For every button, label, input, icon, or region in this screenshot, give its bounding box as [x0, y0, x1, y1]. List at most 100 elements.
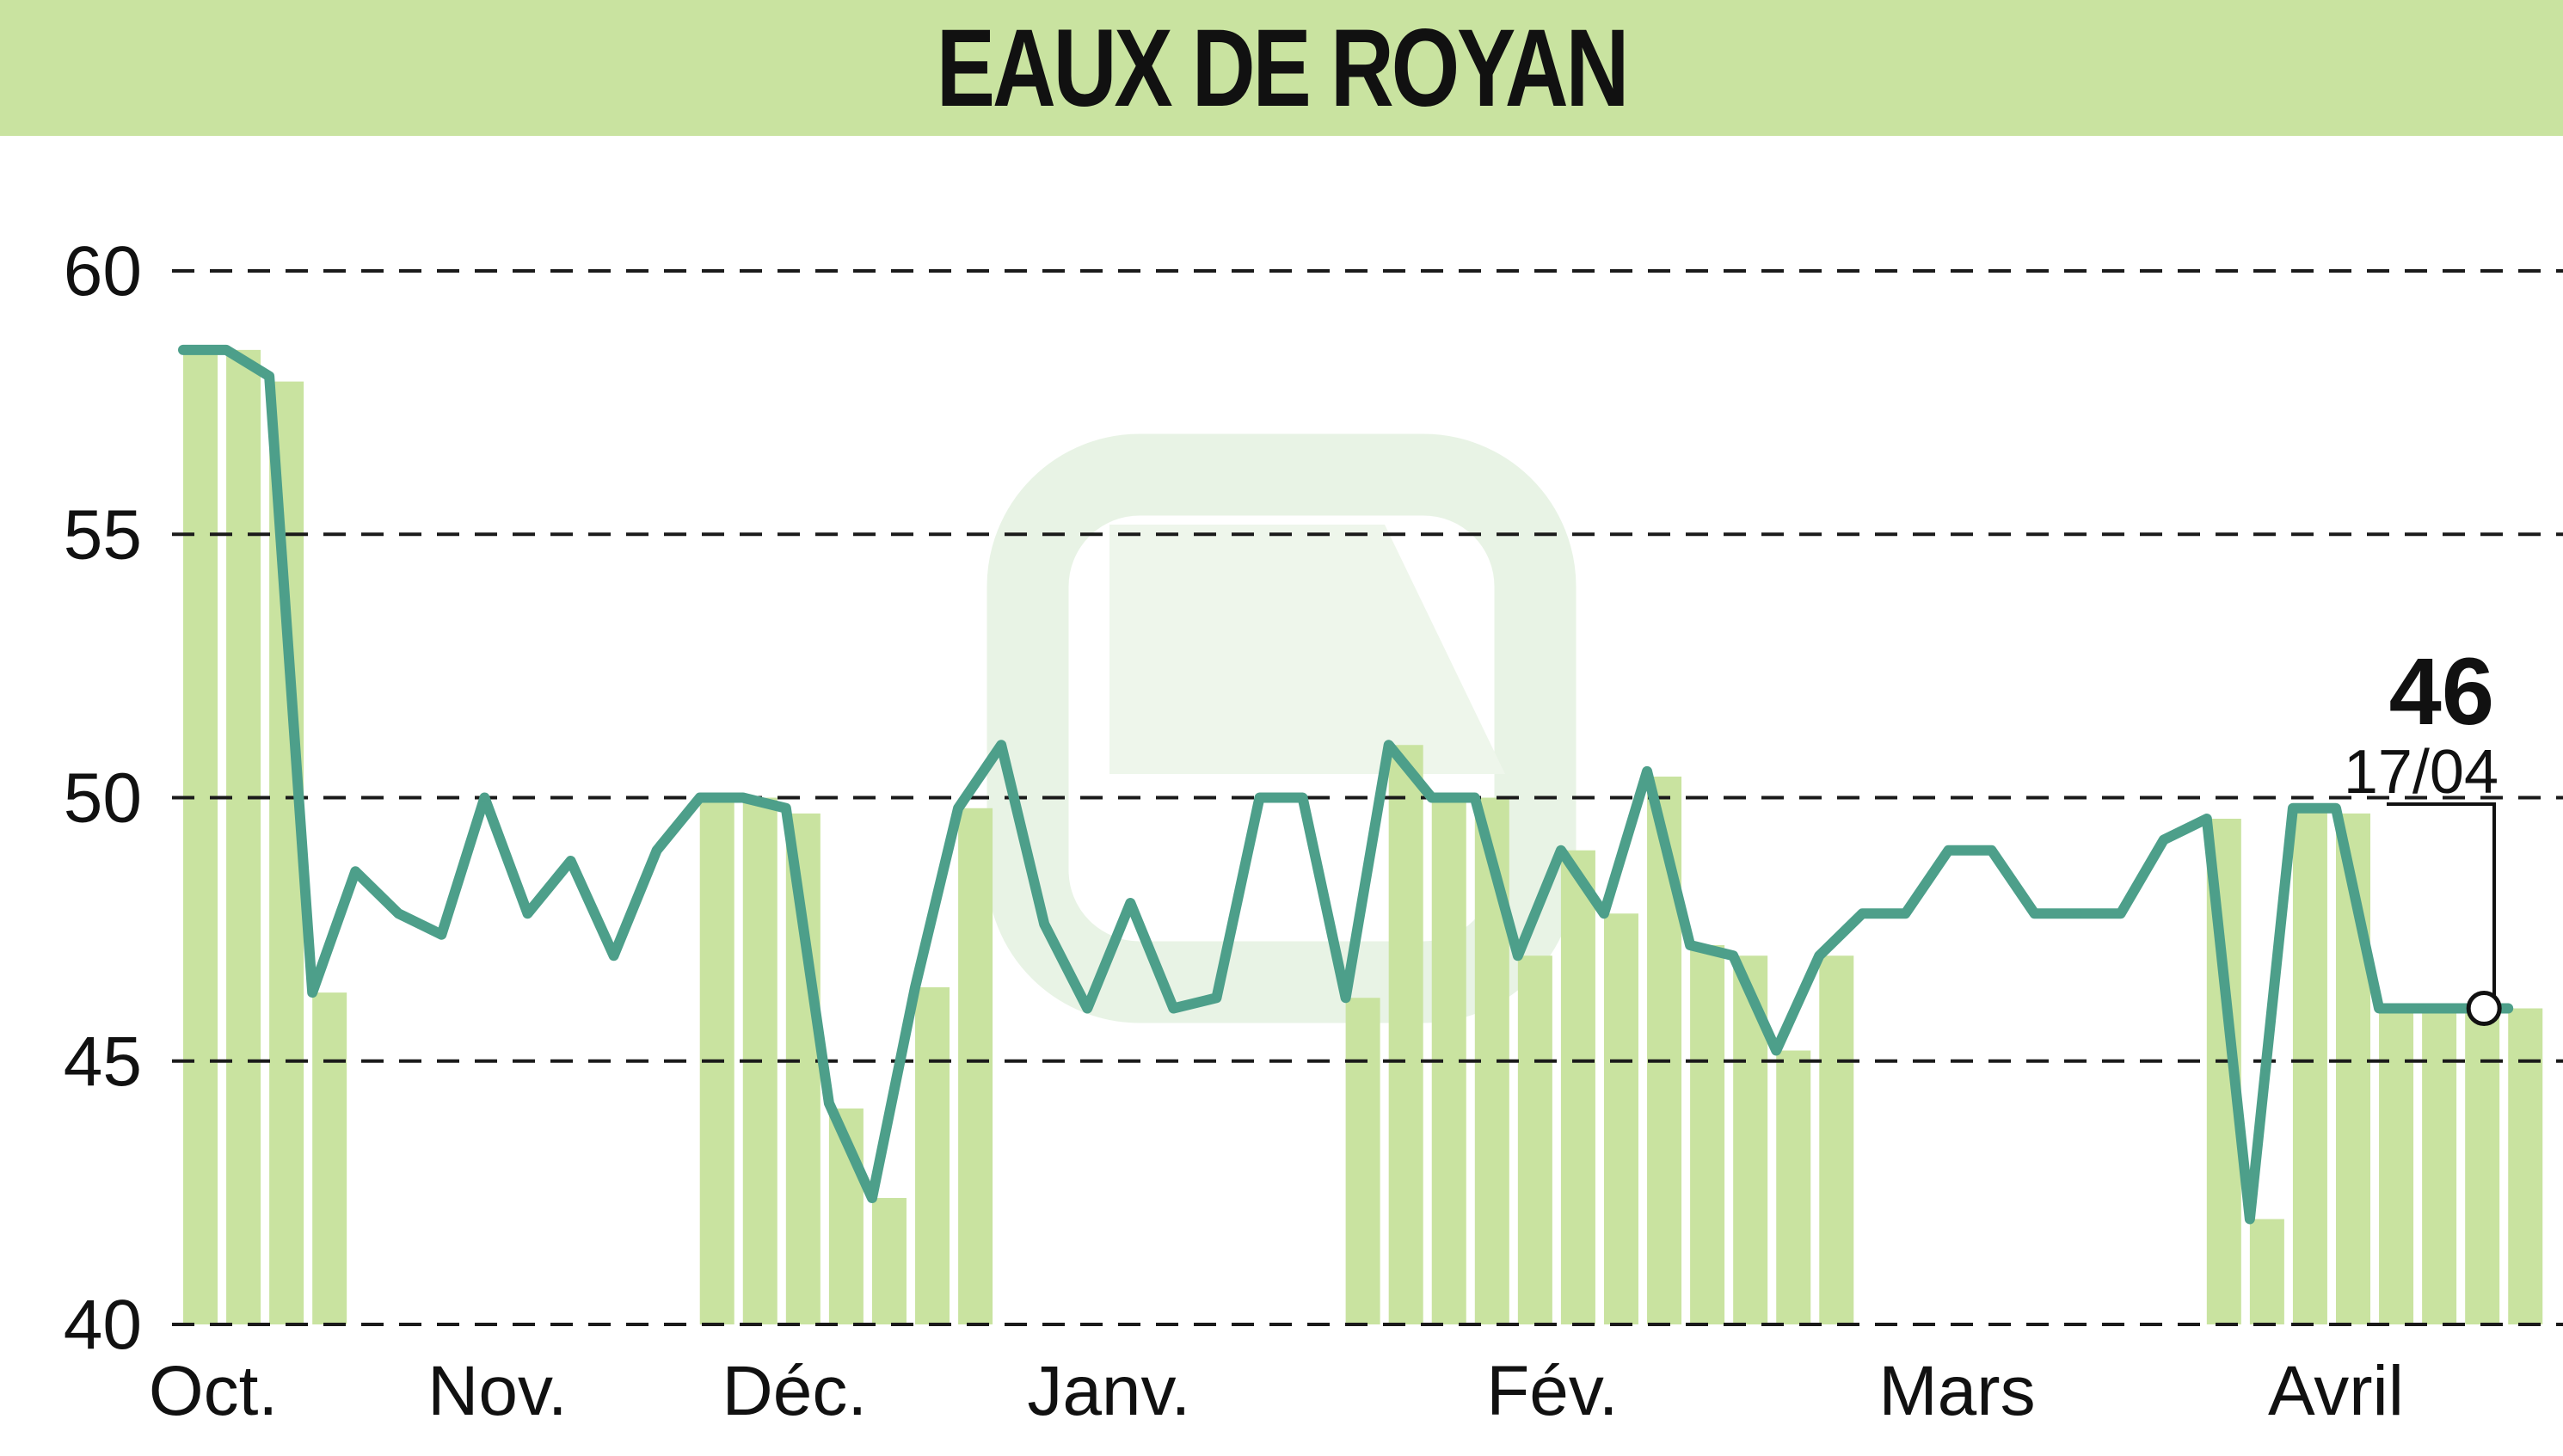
- volume-bar: [2465, 1008, 2500, 1324]
- watermark-frame: [986, 433, 1577, 1023]
- data-point: [2288, 803, 2297, 813]
- y-tick-label: 40: [64, 1286, 142, 1364]
- data-point: [222, 345, 231, 354]
- x-tick-label: Avril: [2268, 1352, 2404, 1430]
- x-tick-label: Nov.: [427, 1352, 568, 1430]
- data-point: [1298, 793, 1307, 802]
- data-point: [1556, 845, 1565, 855]
- data-point: [2116, 909, 2125, 918]
- data-point: [265, 372, 274, 381]
- data-point: [179, 345, 187, 354]
- volume-bar: [1603, 913, 1638, 1324]
- volume-bar: [1560, 850, 1595, 1324]
- data-point: [523, 909, 532, 918]
- data-point: [2245, 1214, 2254, 1224]
- price-series: [178, 344, 2514, 1225]
- data-point: [954, 803, 963, 813]
- watermark-shape: [1109, 525, 1505, 774]
- data-point: [652, 845, 661, 855]
- volume-bar: [2379, 1008, 2414, 1324]
- data-point: [695, 793, 704, 802]
- data-point: [351, 867, 360, 876]
- volume-bar: [1345, 998, 1380, 1324]
- volume-bar: [2508, 1008, 2543, 1324]
- data-point: [2332, 803, 2340, 813]
- data-point: [1858, 909, 1867, 918]
- data-point: [867, 1194, 876, 1202]
- data-point: [1686, 941, 1695, 949]
- y-tick-label: 60: [64, 232, 142, 310]
- y-tick-label: 50: [64, 759, 142, 838]
- data-point: [1772, 1046, 1781, 1055]
- volume-bar: [915, 987, 950, 1324]
- data-point: [2073, 909, 2082, 918]
- y-tick-label: 55: [64, 495, 142, 574]
- chart-title: EAUX DE ROYAN: [936, 6, 1630, 130]
- x-tick-label: Oct.: [149, 1352, 278, 1430]
- data-point: [1040, 919, 1049, 929]
- title-bar: [0, 0, 2563, 136]
- data-point: [1815, 951, 1824, 961]
- data-point: [1901, 909, 1910, 918]
- y-tick-label: 45: [64, 1023, 142, 1101]
- data-point: [1643, 766, 1652, 776]
- x-axis-ticks: Oct. Nov. Déc. Janv. Fév. Mars Avril: [149, 1352, 2404, 1430]
- data-point: [1341, 993, 1350, 1003]
- volume-bars: [183, 349, 2543, 1324]
- data-point: [1384, 740, 1393, 750]
- data-point: [1513, 951, 1522, 961]
- last-point-marker: [2466, 991, 2502, 1026]
- x-tick-label: Fév.: [1486, 1352, 1618, 1430]
- volume-bar: [1776, 1050, 1811, 1324]
- data-point: [394, 909, 403, 918]
- volume-bar: [2292, 808, 2327, 1324]
- grid-lines: [172, 269, 2563, 1326]
- data-point: [437, 930, 446, 939]
- data-point: [1427, 793, 1436, 802]
- data-point: [2159, 835, 2168, 845]
- x-tick-label: Déc.: [722, 1352, 868, 1430]
- data-point: [1169, 1004, 1178, 1013]
- data-point: [2030, 909, 2039, 918]
- data-point: [1470, 793, 1479, 802]
- data-point: [1126, 899, 1135, 907]
- annotation-leader: [2387, 802, 2496, 1011]
- data-point: [609, 951, 618, 961]
- last-value-label: 46: [2389, 639, 2494, 745]
- data-point: [480, 793, 489, 802]
- data-point: [308, 988, 317, 998]
- volume-bar: [312, 992, 347, 1324]
- volume-bar: [2422, 1008, 2457, 1324]
- volume-bar: [1819, 955, 1854, 1324]
- data-point: [738, 793, 747, 802]
- data-point: [1212, 993, 1221, 1003]
- x-tick-label: Mars: [1878, 1352, 2035, 1430]
- data-point: [911, 983, 920, 992]
- data-point: [1729, 951, 1738, 961]
- data-point: [2418, 1004, 2427, 1013]
- x-tick-label: Janv.: [1027, 1352, 1190, 1430]
- data-point: [1255, 793, 1264, 802]
- volume-bar: [1388, 745, 1423, 1324]
- data-point: [566, 857, 575, 865]
- data-point: [2375, 1004, 2384, 1013]
- data-point: [1083, 1004, 1092, 1013]
- volume-bar: [1690, 945, 1725, 1324]
- watermark-logo: [986, 433, 1577, 1023]
- volume-bar: [226, 349, 261, 1324]
- data-point: [1944, 845, 1953, 855]
- volume-bar: [958, 808, 993, 1324]
- volume-bar: [2249, 1219, 2284, 1324]
- data-point: [997, 740, 1006, 750]
- volume-bar: [1517, 955, 1552, 1324]
- volume-bar: [785, 813, 821, 1324]
- data-point: [2504, 1004, 2513, 1013]
- y-axis-ticks: 60 55 50 45 40: [64, 232, 142, 1364]
- last-date-label: 17/04: [2344, 738, 2498, 807]
- data-point: [781, 803, 790, 813]
- data-point: [1599, 909, 1608, 918]
- volume-bar: [183, 349, 218, 1324]
- volume-bar: [871, 1198, 907, 1324]
